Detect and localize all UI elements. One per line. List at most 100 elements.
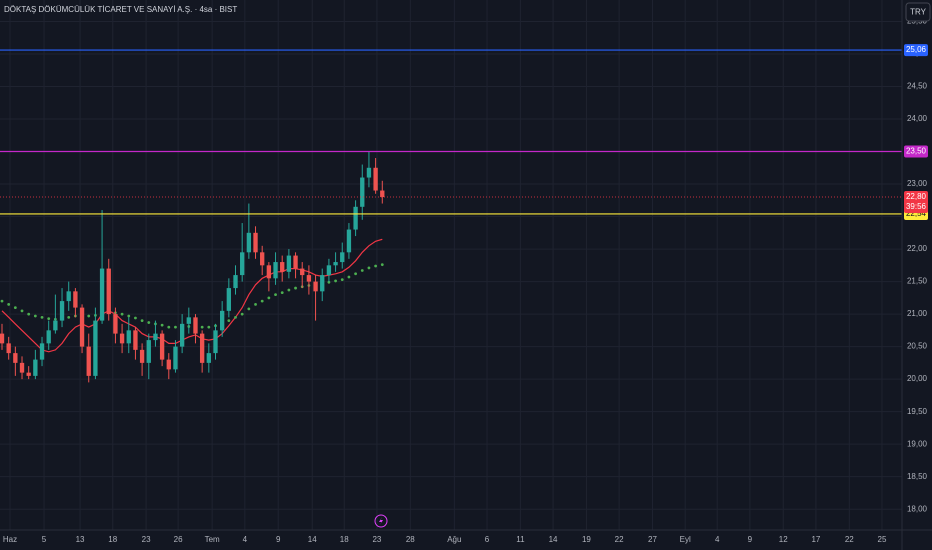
countdown-label: 39:56 xyxy=(906,202,927,211)
candle-body xyxy=(13,353,18,363)
candle-body xyxy=(313,281,318,292)
ma-dot xyxy=(347,275,351,279)
candle-body xyxy=(306,275,312,282)
candle-body xyxy=(340,252,345,263)
ma-dot xyxy=(120,312,124,316)
candle-body xyxy=(346,229,352,253)
candle-body xyxy=(293,255,298,269)
currency-button[interactable] xyxy=(905,2,931,22)
x-tick-label: Eyl xyxy=(680,535,691,544)
candle-body xyxy=(93,320,98,376)
x-tick-label: Haz xyxy=(3,535,17,544)
ma-dot xyxy=(167,325,171,329)
ma-dot xyxy=(67,315,71,319)
price-label: 25,06 xyxy=(906,45,927,54)
candle-body xyxy=(106,268,111,315)
x-tick-label: 6 xyxy=(485,535,490,544)
y-tick-label: 22,00 xyxy=(907,244,928,253)
candle-body xyxy=(6,343,11,354)
ma-dot xyxy=(47,317,51,321)
x-tick-label: 11 xyxy=(516,535,525,544)
candle-body xyxy=(320,275,325,292)
x-tick-label: 19 xyxy=(582,535,591,544)
candle-body xyxy=(59,301,65,321)
ma-dot xyxy=(87,314,91,318)
x-tick-label: 9 xyxy=(748,535,753,544)
candle-body xyxy=(133,330,138,350)
candle-body xyxy=(173,346,178,370)
ma-dot xyxy=(247,307,251,311)
ma-dot xyxy=(234,315,237,319)
candle-body xyxy=(26,372,31,376)
ma-dot xyxy=(40,315,44,319)
y-tick-label: 21,50 xyxy=(907,277,928,286)
candle-body xyxy=(240,252,245,276)
axes: 18,00 18,50 19,00 19,50 20,00 20,50 21,00 21,50… xyxy=(3,17,928,544)
ma-dot xyxy=(380,263,384,267)
y-tick-label: 19,00 xyxy=(907,439,928,448)
x-tick-label: 22 xyxy=(615,535,624,544)
candle-body xyxy=(166,359,171,370)
ma-dot xyxy=(374,264,378,268)
x-tick-label: 9 xyxy=(276,535,281,544)
y-tick-label: 24,50 xyxy=(907,82,928,91)
candle-body xyxy=(53,320,58,331)
candle-body xyxy=(373,167,378,191)
ma-dot xyxy=(7,302,11,306)
candle-body xyxy=(19,362,25,373)
candle-body xyxy=(280,262,285,272)
x-tick-label: 13 xyxy=(76,535,85,544)
candle-body xyxy=(213,330,218,354)
ma-dot xyxy=(0,299,4,303)
ma-dot xyxy=(207,325,211,329)
candle-body xyxy=(39,343,45,360)
y-tick-label: 18,50 xyxy=(907,472,928,481)
x-tick-label: 18 xyxy=(340,535,349,544)
ma-dot xyxy=(227,319,231,323)
candle-body xyxy=(46,330,51,344)
ma-dot xyxy=(287,288,291,292)
lightning-icon[interactable] xyxy=(374,514,388,528)
last-price-label: 22,80 xyxy=(906,192,927,201)
candle-body xyxy=(79,307,85,347)
candle-body xyxy=(99,268,105,321)
ma-dot xyxy=(260,299,264,303)
y-tick-label: 19,50 xyxy=(907,407,928,416)
ma-dot xyxy=(354,272,357,276)
ma-dot xyxy=(367,266,371,270)
ma-dot xyxy=(147,321,151,324)
ma-dot xyxy=(240,312,244,316)
candle-body xyxy=(206,353,211,363)
price-label-box xyxy=(904,44,928,57)
x-tick-label: 17 xyxy=(811,535,820,544)
currency-label[interactable]: TRY xyxy=(910,8,927,17)
candle-body xyxy=(119,333,125,344)
candle-body xyxy=(186,317,191,324)
x-tick-label: 14 xyxy=(549,535,558,544)
ma-dot xyxy=(33,314,37,318)
candle-body xyxy=(286,255,292,272)
candle-body xyxy=(86,346,91,376)
x-tick-label: 25 xyxy=(878,535,887,544)
x-tick-label: 26 xyxy=(174,535,183,544)
x-tick-label: 5 xyxy=(42,535,47,544)
candle-body xyxy=(353,206,358,230)
chart-title: DÖKTAŞ DÖKÜMCÜLÜK TİCARET VE SANAYİ A.Ş.… xyxy=(4,5,237,14)
candle-body xyxy=(33,359,38,376)
y-tick-label: 20,00 xyxy=(907,374,928,383)
candle-body xyxy=(266,265,272,279)
candle-body xyxy=(273,262,278,279)
candle-body xyxy=(260,252,265,266)
candle-body xyxy=(326,265,332,276)
x-tick-label: 22 xyxy=(845,535,854,544)
candle-body xyxy=(380,190,385,198)
candle-body xyxy=(360,177,365,207)
ma-dot xyxy=(327,280,331,284)
ma-line xyxy=(1,238,383,353)
ma-dot xyxy=(267,296,271,300)
price-label: 22,54 xyxy=(906,209,927,218)
ma-dot xyxy=(160,323,164,327)
candle-body xyxy=(139,349,145,363)
ma-dot xyxy=(200,325,204,329)
